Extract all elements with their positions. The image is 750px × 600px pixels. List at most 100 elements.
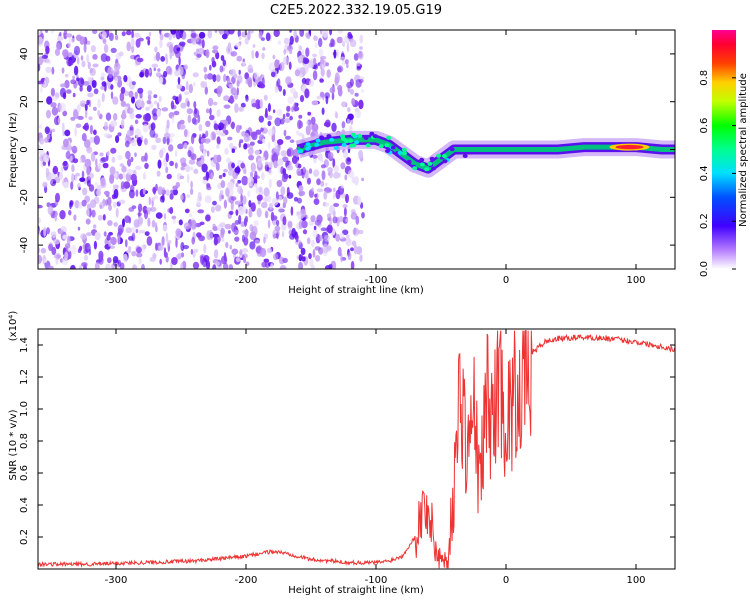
- noise-blob: [72, 75, 75, 80]
- snr-series-line: [38, 330, 675, 569]
- noise-blob: [215, 131, 223, 136]
- noise-blob: [306, 237, 311, 245]
- noise-blob: [51, 106, 59, 116]
- noise-blob: [178, 219, 183, 226]
- noise-blob: [344, 59, 349, 65]
- noise-blob: [125, 30, 132, 36]
- noise-blob: [158, 76, 164, 84]
- noise-blob: [216, 85, 223, 95]
- noise-blob: [168, 32, 172, 41]
- noise-blob: [311, 154, 318, 159]
- noise-blob: [131, 96, 135, 104]
- noise-blob: [87, 209, 90, 217]
- noise-blob: [92, 63, 99, 68]
- noise-blob: [201, 163, 208, 173]
- noise-blob: [149, 257, 156, 262]
- noise-blob: [212, 74, 217, 83]
- signal-blob: [315, 138, 321, 143]
- noise-blob: [212, 264, 217, 269]
- signal-blob: [305, 146, 311, 151]
- noise-blob: [332, 187, 336, 193]
- noise-blob: [337, 85, 343, 92]
- snr-panel: -300 -200 -100 0 100 0.2 0.4 0.6 0.8 1.0 1.2 1.4 H…: [8, 311, 676, 596]
- noise-blob: [81, 199, 87, 207]
- noise-blob: [258, 115, 264, 123]
- noise-blob: [271, 197, 279, 206]
- noise-blob: [343, 150, 349, 159]
- noise-blob: [45, 45, 50, 55]
- noise-blob: [139, 91, 143, 99]
- noise-blob: [131, 30, 134, 39]
- noise-blob: [320, 30, 323, 35]
- noise-blob: [193, 101, 197, 109]
- noise-blob: [230, 201, 234, 211]
- noise-blob: [342, 41, 346, 48]
- noise-blob: [130, 156, 134, 163]
- noise-blob: [312, 249, 316, 258]
- noise-blob: [64, 73, 69, 78]
- noise-blob: [223, 168, 229, 173]
- noise-blob: [277, 139, 284, 145]
- noise-blob: [277, 59, 280, 65]
- noise-blob: [223, 199, 227, 209]
- noise-blob: [313, 198, 320, 206]
- noise-blob: [345, 193, 349, 204]
- noise-blob: [276, 232, 279, 240]
- noise-blob: [122, 109, 126, 120]
- noise-blob: [41, 54, 48, 59]
- noise-blob: [153, 55, 157, 61]
- noise-blob: [287, 96, 295, 105]
- noise-blob: [240, 193, 243, 203]
- noise-blob: [135, 99, 142, 109]
- noise-blob: [182, 245, 189, 250]
- noise-blob: [72, 92, 76, 98]
- noise-blob: [44, 126, 50, 135]
- noise-blob: [297, 55, 303, 64]
- noise-blob: [148, 196, 151, 206]
- noise-blob: [298, 45, 303, 51]
- noise-blob: [84, 242, 91, 253]
- noise-blob: [287, 45, 293, 52]
- noise-blob: [100, 53, 108, 62]
- noise-blob: [142, 187, 146, 195]
- noise-blob: [231, 76, 236, 84]
- signal-blob: [354, 140, 360, 145]
- noise-blob: [107, 220, 113, 226]
- noise-blob: [231, 162, 236, 169]
- noise-blob: [241, 131, 246, 137]
- noise-blob: [187, 150, 192, 158]
- noise-blob: [229, 95, 234, 104]
- noise-blob: [83, 254, 89, 261]
- noise-blob: [110, 120, 117, 127]
- noise-blob: [48, 243, 54, 252]
- noise-blob: [52, 165, 59, 175]
- noise-blob: [337, 246, 342, 257]
- noise-blob: [340, 253, 343, 263]
- noise-blob: [90, 45, 96, 53]
- noise-blob: [235, 124, 241, 134]
- noise-blob: [286, 105, 291, 112]
- noise-blob: [82, 125, 89, 130]
- noise-blob: [101, 31, 107, 39]
- noise-blob: [86, 232, 92, 237]
- noise-blob: [247, 177, 254, 182]
- noise-blob: [47, 265, 54, 269]
- noise-blob: [180, 241, 185, 252]
- noise-blob: [84, 103, 88, 111]
- noise-blob: [157, 186, 163, 196]
- noise-blob: [359, 46, 363, 50]
- noise-blob: [307, 177, 311, 185]
- noise-blob: [188, 83, 193, 94]
- noise-blob: [268, 62, 276, 72]
- noise-blob: [102, 214, 106, 221]
- noise-blob: [108, 204, 112, 211]
- noise-blob: [136, 252, 143, 258]
- noise-blob: [214, 123, 219, 131]
- noise-blob: [141, 263, 145, 269]
- snr-frame: [37, 328, 676, 570]
- noise-blob: [162, 136, 167, 145]
- noise-blob: [308, 168, 313, 174]
- noise-blob: [266, 247, 273, 254]
- noise-blob: [131, 139, 137, 147]
